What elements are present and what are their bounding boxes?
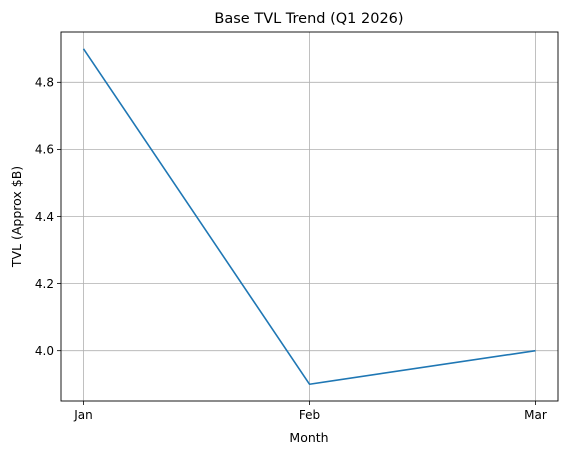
y-tick-label: 4.6 <box>35 143 54 157</box>
grid-lines <box>61 32 558 401</box>
y-tick-label: 4.8 <box>35 76 54 90</box>
x-axis-label: Month <box>289 430 328 445</box>
y-tick-label: 4.2 <box>35 277 54 291</box>
plot-frame <box>60 31 559 402</box>
y-tick-label: 4.4 <box>35 210 54 224</box>
x-tick-label: Mar <box>524 408 547 422</box>
chart-title: Base TVL Trend (Q1 2026) <box>214 11 403 27</box>
axis-ticks: Jan Feb Mar 4.0 4.2 4.4 4.6 4.8 <box>35 76 547 422</box>
y-axis-label: TVL (Approx $B) <box>9 166 24 268</box>
y-tick-label: 4.0 <box>35 344 54 358</box>
series-line <box>82 48 536 386</box>
x-tick-label: Feb <box>299 408 320 422</box>
x-tick-label: Jan <box>73 408 93 422</box>
series-layer <box>82 48 536 386</box>
